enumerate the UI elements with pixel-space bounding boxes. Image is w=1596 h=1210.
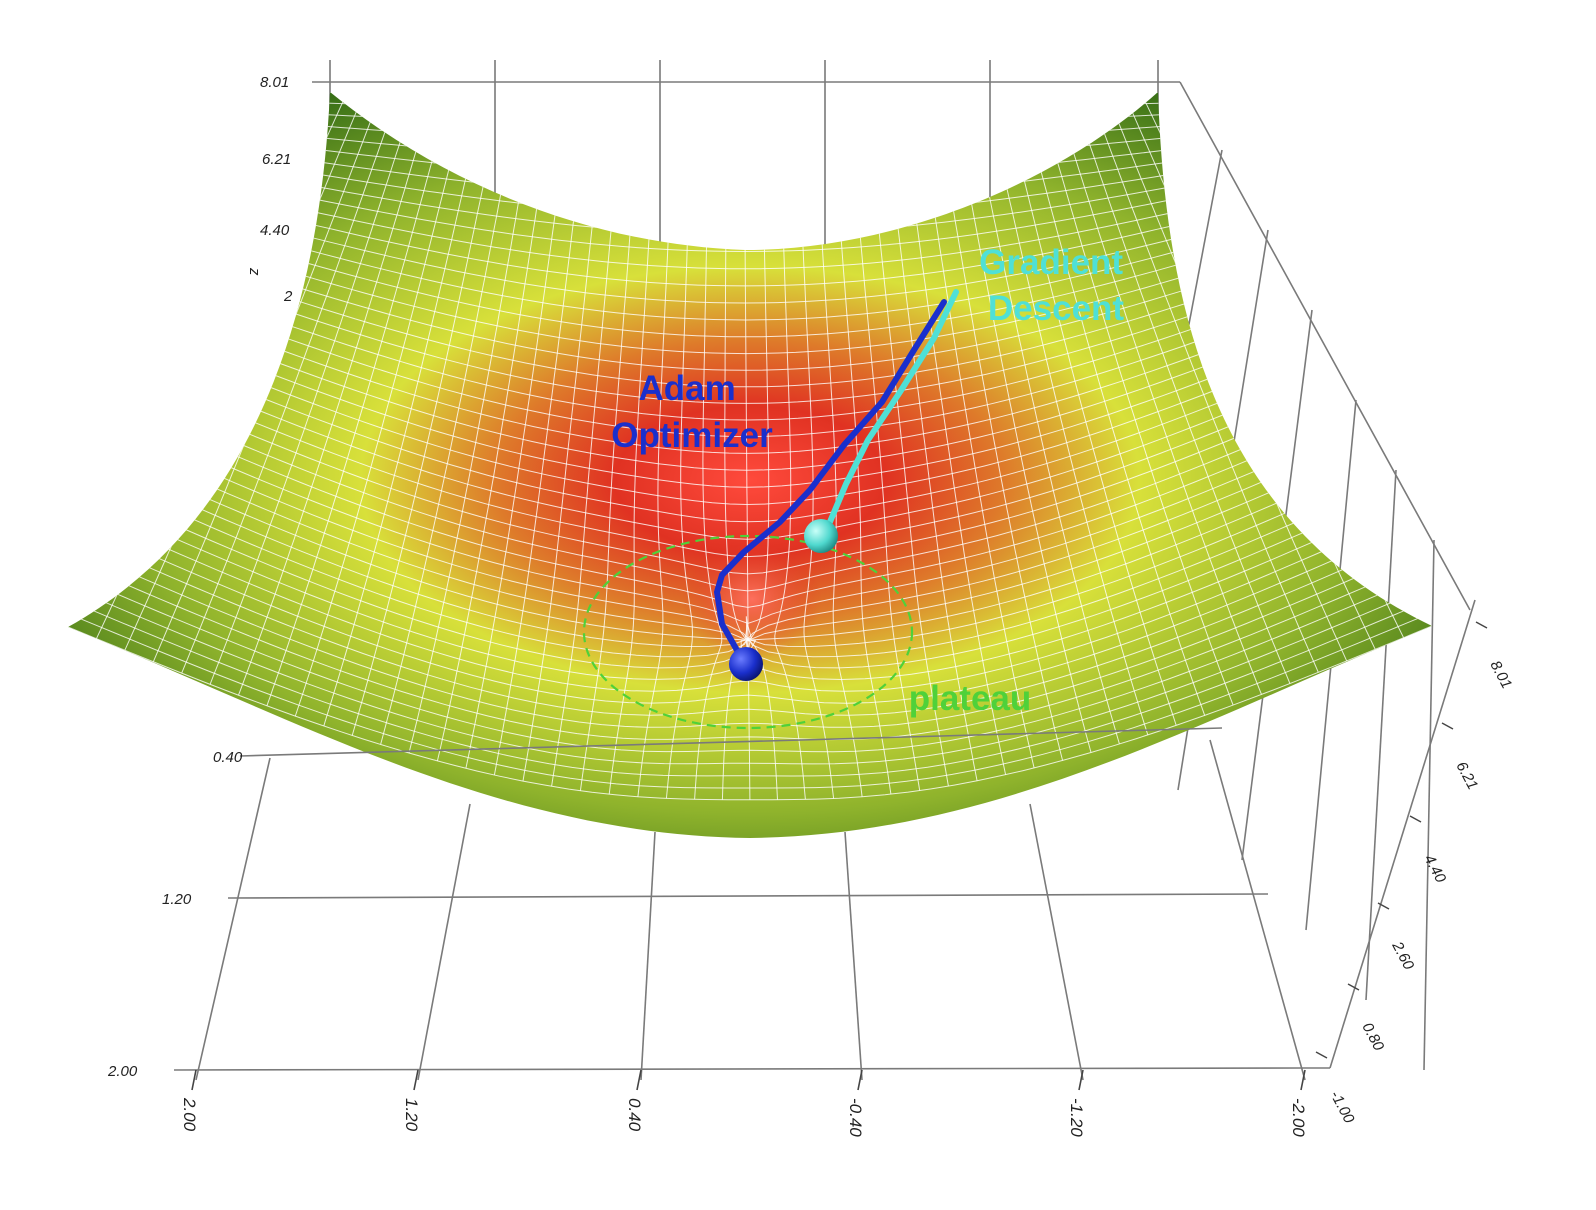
mesh-line-v-45 — [84, 592, 1416, 765]
gradient-descent-ball — [804, 519, 838, 553]
x-tick-label-1: 1.20 — [402, 1098, 421, 1132]
gradient-descent-path — [821, 289, 959, 539]
plateau-label: plateau — [909, 679, 1032, 718]
x-tick-mark-4 — [1078, 1069, 1084, 1091]
x-tick-label-4: -1.20 — [1067, 1098, 1086, 1137]
plateau-outline — [582, 534, 914, 730]
floor-col-4 — [1029, 803, 1084, 1081]
back-grid-right-diagonal — [1179, 81, 1471, 611]
x-tick-label-2: 0.40 — [625, 1098, 644, 1132]
z-tick-right-1: 6.21 — [1452, 759, 1481, 793]
mesh-line-v-48 — [68, 625, 1432, 801]
z-tick-right-mark-1 — [1441, 722, 1454, 730]
mesh-line-v-46 — [78, 603, 1421, 777]
z-tick-right-4: 0.80 — [1358, 1020, 1387, 1054]
floor-col-2 — [640, 831, 656, 1081]
floor-row-0 — [239, 727, 1223, 757]
surface-fill — [68, 92, 1432, 838]
gradient-descent-label: Gradient Descent — [979, 243, 1133, 328]
floor-row-1 — [227, 893, 1269, 899]
gd-label-line1: Gradient — [979, 243, 1123, 282]
floor-row-2 — [173, 1067, 1306, 1071]
adam-optimizer-path — [714, 299, 947, 667]
z-tick-right-2: 4.40 — [1420, 852, 1449, 886]
mesh-line-v-2 — [319, 113, 1170, 129]
mesh-line-v-44 — [89, 581, 1410, 753]
right-axis-line — [1329, 599, 1476, 1069]
mesh-line-v-41 — [106, 547, 1393, 716]
x-tick-mark-2 — [636, 1069, 642, 1091]
mesh-line-u-41 — [1036, 92, 1234, 706]
mesh-line-u-44 — [1088, 92, 1319, 673]
mesh-line-v-43 — [95, 569, 1404, 741]
y-tick-label-1: 1.20 — [162, 891, 192, 908]
y-tick-label-2: 0.40 — [213, 749, 243, 766]
z-tick-right-mark-3 — [1377, 902, 1390, 910]
mesh-line-v-3 — [313, 124, 1176, 147]
y-tick-label-0: 2.00 — [107, 1063, 138, 1080]
z-tick-right-0: 8.01 — [1486, 658, 1515, 692]
z-tick-right-3: 2.60 — [1388, 938, 1417, 973]
gd-label-line2: Descent — [988, 289, 1125, 328]
mesh-line-u-42 — [1054, 92, 1262, 695]
adam-label-line2: Optimizer — [611, 416, 773, 455]
floor-col-1 — [417, 803, 471, 1081]
mesh-line-v-4 — [308, 136, 1181, 165]
z-tick-left-3: 2 — [283, 288, 293, 305]
floor-col-5 — [1209, 739, 1306, 1081]
mesh-line-v-40 — [111, 536, 1387, 704]
adam-label-line1: Adam — [639, 369, 736, 408]
adam-optimizer-ball — [729, 647, 763, 681]
z-tick-right-mark-5 — [1315, 1051, 1328, 1059]
back-grid-wall-v-4 — [1365, 469, 1397, 1001]
floor-col-0 — [195, 757, 271, 1081]
floor-col-3 — [844, 831, 863, 1081]
adam-label: Adam Optimizer — [611, 369, 773, 455]
x-tick-mark-0 — [191, 1069, 197, 1091]
x-tick-label-3: -0.40 — [846, 1098, 865, 1137]
x-tick-mark-1 — [413, 1069, 419, 1091]
x-tick-mark-3 — [857, 1069, 863, 1091]
z-tick-right-mark-4 — [1347, 983, 1360, 991]
z-tick-left-2: 4.40 — [260, 222, 290, 239]
mesh-line-v-1 — [324, 102, 1164, 111]
mesh-line-v-42 — [100, 558, 1398, 728]
z-tick-left-1: 6.21 — [262, 151, 291, 168]
z-tick-right-mark-2 — [1409, 815, 1422, 823]
mesh-line-v-47 — [73, 614, 1427, 789]
x-tick-label-0: 2.00 — [180, 1097, 199, 1132]
x-tick-label-5: -2.00 — [1289, 1098, 1308, 1137]
surface-mesh — [68, 92, 1432, 838]
z-tick-left-0: 8.01 — [260, 74, 289, 91]
z-axis-label: z — [246, 267, 263, 276]
back-grid-wall-v-5 — [1423, 539, 1435, 1071]
front-grid — [173, 599, 1476, 1081]
x-tick-mark-5 — [1300, 1069, 1306, 1091]
mesh-line-u-43 — [1071, 92, 1291, 684]
z-tick-right-mark-0 — [1475, 621, 1488, 629]
z-tick-right-5: -1.00 — [1326, 1088, 1357, 1127]
